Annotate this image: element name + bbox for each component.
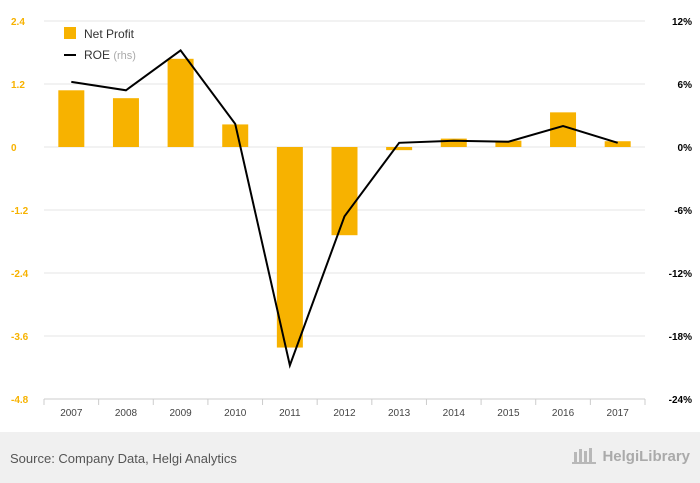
right-axis-tick-label: -6% — [674, 206, 692, 217]
x-axis-tick-label: 2015 — [497, 408, 520, 419]
bar-net-profit — [276, 147, 303, 348]
x-axis-tick-label: 2013 — [388, 408, 411, 419]
left-axis-tick-label: -4.8 — [11, 395, 29, 406]
bar-net-profit — [440, 138, 467, 147]
x-axis-tick-label: 2017 — [607, 408, 630, 419]
legend: Net Profit ROE (rhs) — [64, 27, 136, 62]
bar-net-profit — [222, 124, 249, 147]
x-axis-tick-label: 2007 — [60, 408, 83, 419]
x-axis-tick-label: 2009 — [169, 408, 192, 419]
brand-name: HelgiLibrary — [602, 447, 690, 465]
right-axis-tick-label: -18% — [669, 332, 692, 343]
legend-label-net-profit: Net Profit — [84, 27, 135, 41]
right-axis-tick-label: -24% — [669, 395, 692, 406]
source-note: Source: Company Data, Helgi Analytics — [10, 451, 237, 466]
x-axis-tick-label: 2010 — [224, 408, 247, 419]
right-axis-tick-label: 6% — [678, 80, 693, 91]
x-axis-tick-label: 2016 — [552, 408, 575, 419]
bar-net-profit — [386, 147, 413, 151]
combo-chart: 2.4 12% 1.2 6% 0 0% -1.2 -6% -2.4 -12% -3.6 -18% -4.… — [11, 17, 693, 419]
footer: Source: Company Data, Helgi Analytics He… — [0, 432, 700, 483]
left-axis-tick-label: -1.2 — [11, 206, 29, 217]
left-axis-tick-label: 1.2 — [11, 80, 25, 91]
bar-net-profit — [604, 141, 631, 147]
bar-net-profit — [495, 140, 522, 147]
brand-logo: HelgiLibrary — [572, 446, 690, 466]
bar-net-profit — [58, 90, 85, 147]
left-axis-tick-label: -2.4 — [11, 269, 29, 280]
x-axis-tick-label: 2008 — [115, 408, 138, 419]
legend-label-roe: ROE (rhs) — [84, 48, 136, 62]
legend-label-roe-suffix: (rhs) — [113, 50, 136, 62]
left-axis-tick-label: -3.6 — [11, 332, 29, 343]
left-axis-tick-label: 2.4 — [11, 17, 25, 28]
right-axis-tick-label: 0% — [678, 143, 693, 154]
x-axis-tick-label: 2012 — [333, 408, 356, 419]
bar-net-profit — [112, 98, 139, 147]
bar-net-profit — [331, 147, 358, 236]
right-axis-tick-label: 12% — [672, 17, 692, 28]
bar-net-profit — [167, 58, 194, 147]
x-axis-tick-label: 2014 — [443, 408, 466, 419]
x-axis-tick-label: 2011 — [279, 408, 301, 419]
right-axis-tick-label: -12% — [669, 269, 692, 280]
library-icon — [572, 448, 597, 464]
legend-swatch-net-profit — [64, 27, 76, 39]
left-axis-tick-label: 0 — [11, 143, 17, 154]
